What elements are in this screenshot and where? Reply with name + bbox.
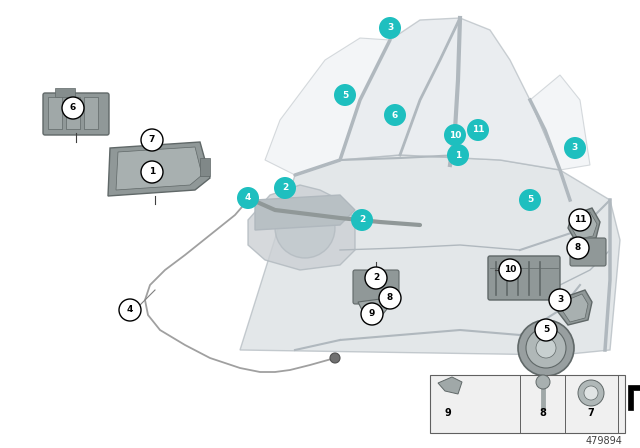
Circle shape: [518, 320, 574, 376]
Circle shape: [384, 104, 406, 126]
Polygon shape: [248, 185, 355, 270]
Text: 4: 4: [245, 194, 251, 202]
Circle shape: [535, 319, 557, 341]
Polygon shape: [628, 385, 640, 410]
Polygon shape: [116, 147, 202, 190]
Text: 3: 3: [572, 143, 578, 152]
Polygon shape: [568, 208, 600, 242]
Polygon shape: [558, 290, 592, 325]
Text: 8: 8: [575, 244, 581, 253]
Text: 1: 1: [455, 151, 461, 159]
Bar: [84, 97, 98, 129]
Polygon shape: [255, 195, 355, 230]
Text: 6: 6: [392, 111, 398, 120]
Text: 4: 4: [127, 306, 133, 314]
Circle shape: [379, 287, 401, 309]
Circle shape: [536, 375, 550, 389]
Polygon shape: [240, 155, 620, 355]
Polygon shape: [438, 377, 462, 394]
FancyBboxPatch shape: [488, 256, 560, 300]
Bar: [200, 158, 210, 176]
Text: 9: 9: [369, 310, 375, 319]
Circle shape: [340, 90, 348, 96]
Text: 5: 5: [342, 90, 348, 99]
Text: 3: 3: [557, 296, 563, 305]
Circle shape: [365, 267, 387, 289]
Circle shape: [564, 137, 586, 159]
Circle shape: [569, 209, 591, 231]
Circle shape: [522, 194, 529, 201]
Text: 10: 10: [504, 266, 516, 275]
Text: 2: 2: [282, 184, 288, 193]
Circle shape: [467, 119, 489, 141]
Text: 11: 11: [573, 215, 586, 224]
FancyBboxPatch shape: [570, 238, 606, 266]
Circle shape: [62, 97, 84, 119]
Circle shape: [519, 189, 541, 211]
Text: 7: 7: [149, 135, 155, 145]
Circle shape: [379, 17, 401, 39]
Circle shape: [351, 209, 373, 231]
Circle shape: [567, 237, 589, 259]
Polygon shape: [358, 298, 390, 318]
Circle shape: [334, 84, 356, 106]
Bar: [48, 97, 62, 129]
Circle shape: [387, 22, 394, 29]
Circle shape: [141, 161, 163, 183]
Polygon shape: [265, 38, 390, 175]
Polygon shape: [571, 212, 597, 239]
Text: 479894: 479894: [585, 436, 622, 446]
Circle shape: [444, 124, 466, 146]
Text: 7: 7: [588, 408, 595, 418]
Text: 6: 6: [70, 103, 76, 112]
Text: 3: 3: [387, 23, 393, 33]
Circle shape: [330, 353, 340, 363]
Text: 8: 8: [540, 408, 547, 418]
Text: 11: 11: [472, 125, 484, 134]
Circle shape: [141, 129, 163, 151]
Circle shape: [526, 328, 566, 368]
Circle shape: [536, 338, 556, 358]
Circle shape: [578, 380, 604, 406]
Text: 5: 5: [543, 326, 549, 335]
Text: 9: 9: [445, 408, 451, 418]
Polygon shape: [108, 142, 210, 196]
Text: 2: 2: [359, 215, 365, 224]
Circle shape: [447, 144, 469, 166]
Polygon shape: [562, 294, 588, 322]
Circle shape: [549, 289, 571, 311]
Text: 8: 8: [387, 293, 393, 302]
FancyBboxPatch shape: [43, 93, 109, 135]
Bar: [55, 88, 75, 97]
Circle shape: [361, 303, 383, 325]
Circle shape: [584, 386, 598, 400]
Circle shape: [119, 299, 141, 321]
Polygon shape: [530, 75, 590, 170]
FancyBboxPatch shape: [353, 270, 399, 304]
Circle shape: [570, 142, 577, 148]
Bar: [430, 375, 625, 433]
Circle shape: [274, 177, 296, 199]
Circle shape: [237, 187, 259, 209]
Polygon shape: [340, 18, 560, 170]
Circle shape: [275, 198, 335, 258]
Bar: [66, 97, 80, 129]
Text: 2: 2: [373, 273, 379, 283]
Text: 1: 1: [149, 168, 155, 177]
Text: 5: 5: [527, 195, 533, 204]
Text: 10: 10: [449, 130, 461, 139]
Circle shape: [499, 259, 521, 281]
